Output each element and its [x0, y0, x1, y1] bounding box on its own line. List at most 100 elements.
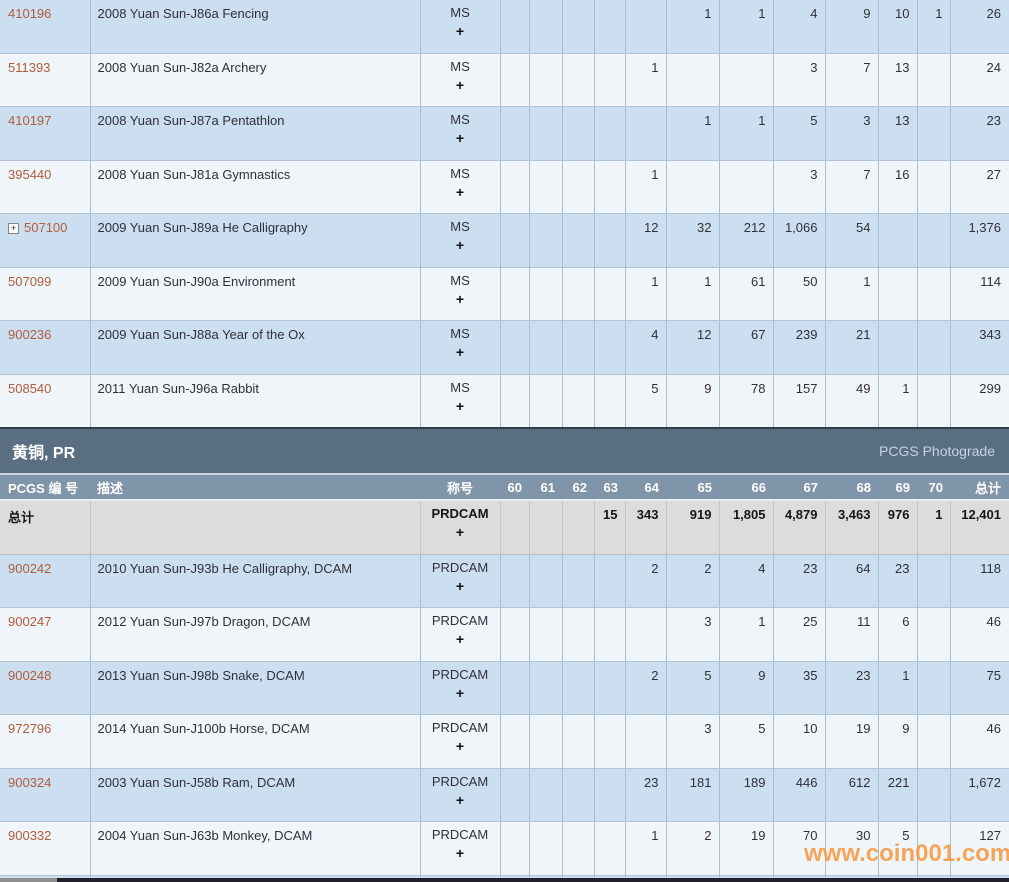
grade-count-cell: 3 [773, 160, 826, 214]
grade-total-cell: 4,879 [773, 500, 826, 555]
grade-count-cell [529, 320, 563, 375]
grade-count-cell: 189 [719, 768, 774, 822]
grade-column-header: 62 [562, 475, 594, 501]
grade-count-cell [500, 714, 530, 769]
table-row: 410196 2008 Yuan Sun-J86a Fencing MS + 1… [0, 0, 1009, 54]
grade-column-header: 66 [719, 475, 773, 501]
pcgs-number-link[interactable]: 511393 [8, 59, 51, 75]
grade-count-cell [917, 160, 951, 214]
grade-count-cell [529, 53, 563, 107]
expand-plus-button[interactable]: + [455, 684, 465, 701]
grade-count-cell: 12 [625, 213, 667, 268]
total-count-cell: 1,376 [950, 213, 1009, 268]
pcgs-number-link[interactable]: 508540 [8, 380, 52, 396]
expand-plus-button[interactable]: + [455, 791, 465, 808]
pcgs-number-link[interactable]: 410197 [8, 113, 52, 128]
table-row: 900248 2013 Yuan Sun-J98b Snake, DCAM PR… [0, 661, 1009, 715]
grade-count-cell: 64 [825, 554, 879, 608]
pcgs-number-link[interactable]: 395440 [8, 166, 52, 182]
grade-count-cell: 1 [917, 0, 951, 54]
pcgs-number-link[interactable]: 507099 [8, 273, 52, 289]
grade-count-cell [666, 53, 720, 107]
expand-plus-button[interactable]: + [455, 577, 465, 594]
grade-count-cell [529, 607, 563, 662]
grade-total-cell: 343 [625, 500, 667, 555]
grade-count-cell: 1 [878, 661, 918, 715]
pcgs-number-link[interactable]: 900242 [8, 560, 52, 576]
pcgs-number-cell: 900248 [0, 661, 91, 715]
designation-cell: PRDCAM + [420, 661, 501, 715]
grade-count-cell [917, 106, 951, 161]
total-count-cell: 75 [950, 661, 1009, 715]
totals-label: 总计 [0, 500, 91, 555]
grade-count-cell [562, 160, 595, 214]
pcgs-number-link[interactable]: 900332 [8, 828, 52, 843]
designation-label: PRDCAM [431, 666, 489, 682]
designation-label: MS [450, 272, 470, 288]
grade-count-cell: 9 [666, 374, 720, 429]
designation-cell: MS + [420, 160, 501, 214]
grade-count-cell [594, 374, 626, 429]
expand-plus-button[interactable]: + [455, 397, 465, 414]
expand-plus-button[interactable]: + [455, 344, 465, 360]
pcgs-number-cell: 900236 [0, 320, 91, 375]
pcgs-photograde-link[interactable]: PCGS Photograde [879, 443, 995, 459]
designation-label: MS [450, 5, 470, 20]
designation-label: PRDCAM [431, 613, 489, 628]
total-count-cell: 299 [950, 374, 1009, 429]
grade-count-cell [917, 267, 951, 321]
expand-plus-button[interactable]: + [455, 76, 465, 93]
coin-description: 2004 Yuan Sun-J63b Monkey, DCAM [90, 821, 421, 876]
expand-plus-button[interactable]: + [455, 524, 465, 540]
pcgs-number-link[interactable]: 972796 [8, 721, 52, 736]
coin-description: 2009 Yuan Sun-J90a Environment [90, 267, 421, 321]
grade-total-cell: 15 [594, 500, 626, 555]
coin-description: 2009 Yuan Sun-J89a He Calligraphy [90, 213, 421, 268]
total-count-cell: 343 [950, 320, 1009, 375]
pcgs-number-link[interactable]: 900248 [8, 667, 52, 683]
grade-count-cell: 16 [878, 160, 918, 214]
table-row: 900247 2012 Yuan Sun-J97b Dragon, DCAM P… [0, 607, 1009, 662]
expand-plus-button[interactable]: + [455, 738, 465, 754]
grade-count-cell: 2 [625, 554, 667, 608]
grade-count-cell [594, 661, 626, 715]
grade-count-cell: 12 [666, 320, 720, 375]
pcgs-number-link[interactable]: 900247 [8, 614, 52, 629]
grade-count-cell: 1 [825, 267, 879, 321]
grade-count-cell [562, 714, 595, 769]
grade-column-header: 68 [825, 475, 878, 501]
expand-plus-button[interactable]: + [455, 23, 465, 39]
expand-plus-button[interactable]: + [455, 631, 465, 647]
expand-plus-button[interactable]: + [455, 237, 465, 253]
grade-count-cell: 21 [825, 320, 879, 375]
expand-plus-button[interactable]: + [455, 183, 465, 200]
grade-count-cell [500, 160, 530, 214]
grade-count-cell [625, 106, 667, 161]
pcgs-number-link[interactable]: 900324 [8, 774, 52, 790]
grade-total-cell: 919 [666, 500, 720, 555]
pcgs-number-link[interactable]: 410196 [8, 6, 52, 21]
pcgs-number-link[interactable]: 900236 [8, 327, 52, 342]
grade-count-cell: 5 [666, 661, 720, 715]
grade-count-cell: 9 [825, 0, 879, 54]
coin-description: 2008 Yuan Sun-J81a Gymnastics [90, 160, 421, 214]
designation-label: MS [450, 112, 470, 127]
grade-count-cell: 70 [773, 821, 826, 876]
expand-plus-button[interactable]: + [455, 130, 465, 146]
grade-count-cell: 23 [878, 554, 918, 608]
grade-count-cell [562, 53, 595, 107]
grade-count-cell [594, 213, 626, 268]
grade-count-cell [500, 267, 530, 321]
grade-total-cell: 1 [917, 500, 951, 555]
expand-plus-button[interactable]: + [455, 290, 465, 307]
pcgs-number-link[interactable]: 507100 [24, 220, 68, 235]
grade-count-cell [594, 714, 626, 769]
grade-count-cell [562, 213, 595, 268]
designation-cell: MS + [420, 53, 501, 107]
expand-tree-icon[interactable]: + [8, 223, 19, 234]
expand-plus-button[interactable]: + [455, 845, 465, 861]
pr-population-table: PCGS 编 号 描述 称号 60 61 62 63 64 65 66 67 68 69 70 总计 总… [0, 475, 1009, 882]
designation-cell: PRDCAM + [420, 821, 501, 876]
grade-count-cell: 7 [825, 160, 879, 214]
